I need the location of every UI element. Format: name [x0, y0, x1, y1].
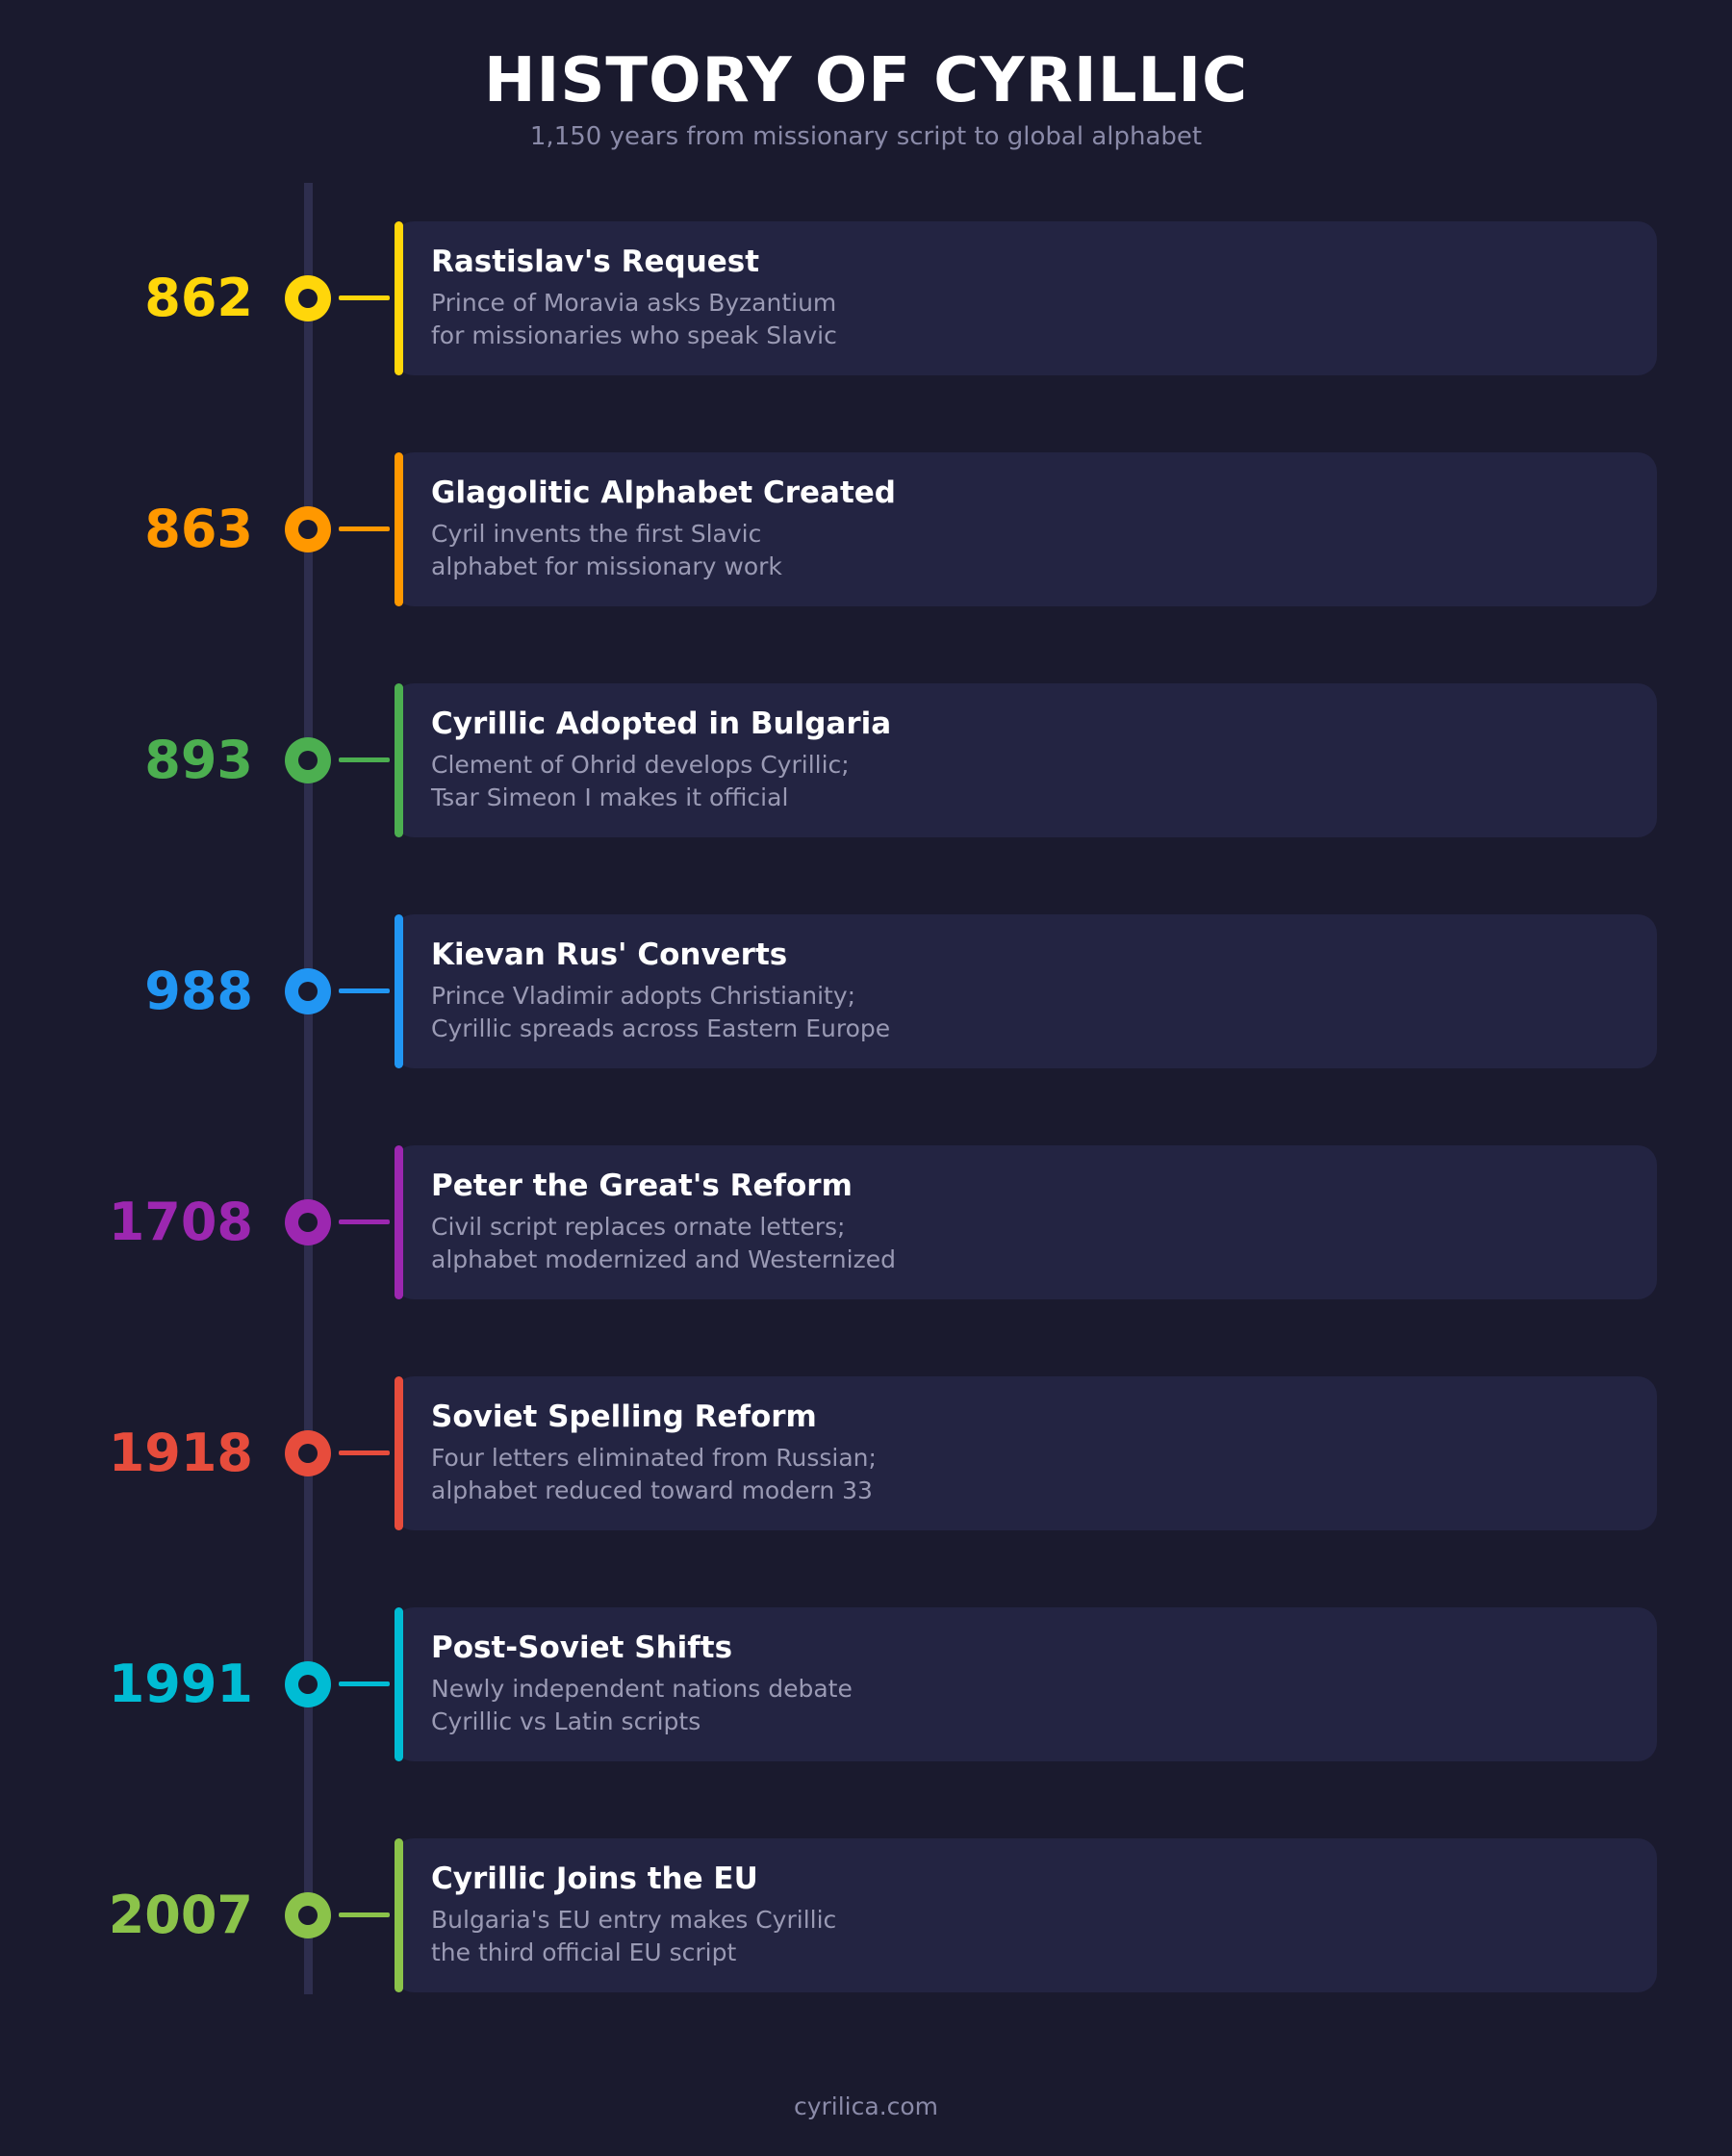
timeline-event-893: 893 Cyrillic Adopted in Bulgaria Clement…	[0, 683, 1732, 837]
page-subtitle: 1,150 years from missionary script to gl…	[529, 122, 1203, 151]
timeline-connector	[339, 1681, 390, 1686]
event-title: Post-Soviet Shifts	[431, 1630, 733, 1665]
event-card: Post-Soviet Shifts Newly independent nat…	[395, 1607, 1657, 1761]
event-accent-bar	[395, 1838, 403, 1992]
event-description: Cyril invents the first Slavic alphabet f…	[431, 520, 782, 580]
event-title: Rastislav's Request	[431, 244, 760, 279]
event-description: Prince of Moravia asks Byzantium for miss…	[431, 289, 837, 349]
event-title: Cyrillic Adopted in Bulgaria	[431, 706, 892, 741]
event-card: Peter the Great's Reform Civil script re…	[395, 1145, 1657, 1299]
event-description: Bulgaria's EU entry makes Cyrillic the th…	[431, 1906, 837, 1966]
timeline-event-863: 863 Glagolitic Alphabet Created Cyril in…	[0, 452, 1732, 606]
timeline-node-icon	[285, 1661, 331, 1707]
timeline-connector	[339, 988, 390, 993]
timeline-node-icon	[285, 1430, 331, 1476]
timeline-event-1708: 1708 Peter the Great's Reform Civil scri…	[0, 1145, 1732, 1299]
event-description: Civil script replaces ornate letters; alp…	[431, 1213, 896, 1273]
event-card: Cyrillic Joins the EU Bulgaria's EU entr…	[395, 1838, 1657, 1992]
event-year: 1991	[108, 1654, 253, 1714]
event-year: 2007	[108, 1885, 253, 1945]
event-title: Kievan Rus' Converts	[431, 937, 788, 972]
timeline-node-icon	[285, 1892, 331, 1938]
timeline-connector	[339, 757, 390, 762]
timeline-connector	[339, 295, 390, 300]
event-title: Peter the Great's Reform	[431, 1168, 853, 1203]
timeline-connector	[339, 1219, 390, 1224]
event-year: 893	[144, 730, 253, 790]
timeline-node-icon	[285, 506, 331, 552]
event-description: Newly independent nations debate Cyrillic…	[431, 1675, 853, 1735]
event-title: Soviet Spelling Reform	[431, 1399, 817, 1434]
event-title: Glagolitic Alphabet Created	[431, 475, 896, 510]
timeline-connector	[339, 526, 390, 531]
event-year: 863	[144, 499, 253, 559]
event-card: Kievan Rus' Converts Prince Vladimir ado…	[395, 914, 1657, 1068]
timeline-spine	[304, 183, 313, 1994]
timeline-event-1918: 1918 Soviet Spelling Reform Four letters…	[0, 1376, 1732, 1530]
event-description: Four letters eliminated from Russian; alp…	[431, 1444, 877, 1504]
event-card: Soviet Spelling Reform Four letters elim…	[395, 1376, 1657, 1530]
page-title: HISTORY OF CYRILLIC	[483, 45, 1249, 116]
event-card: Rastislav's Request Prince of Moravia as…	[395, 221, 1657, 375]
event-title: Cyrillic Joins the EU	[431, 1861, 758, 1896]
timeline-connector	[339, 1450, 390, 1455]
event-card: Cyrillic Adopted in Bulgaria Clement of …	[395, 683, 1657, 837]
timeline-node-icon	[285, 737, 331, 783]
event-accent-bar	[395, 221, 403, 375]
timeline-connector	[339, 1912, 390, 1917]
event-year: 988	[144, 961, 253, 1021]
event-accent-bar	[395, 1145, 403, 1299]
event-description: Clement of Ohrid develops Cyrillic; Tsar …	[431, 751, 850, 811]
timeline-event-2007: 2007 Cyrillic Joins the EU Bulgaria's EU…	[0, 1838, 1732, 1992]
event-accent-bar	[395, 1376, 403, 1530]
event-accent-bar	[395, 683, 403, 837]
event-description: Prince Vladimir adopts Christianity; Cyri…	[431, 982, 891, 1042]
footer-link[interactable]: cyrilica.com	[793, 2092, 939, 2120]
timeline-event-862: 862 Rastislav's Request Prince of Moravi…	[0, 221, 1732, 375]
timeline-node-icon	[285, 1199, 331, 1245]
event-year: 1708	[108, 1192, 253, 1252]
timeline-event-988: 988 Kievan Rus' Converts Prince Vladimir…	[0, 914, 1732, 1068]
event-card: Glagolitic Alphabet Created Cyril invent…	[395, 452, 1657, 606]
event-accent-bar	[395, 1607, 403, 1761]
event-year: 862	[144, 268, 253, 328]
timeline-event-1991: 1991 Post-Soviet Shifts Newly independen…	[0, 1607, 1732, 1761]
event-accent-bar	[395, 914, 403, 1068]
timeline-node-icon	[285, 275, 331, 321]
timeline-node-icon	[285, 968, 331, 1014]
event-accent-bar	[395, 452, 403, 606]
event-year: 1918	[108, 1423, 253, 1483]
